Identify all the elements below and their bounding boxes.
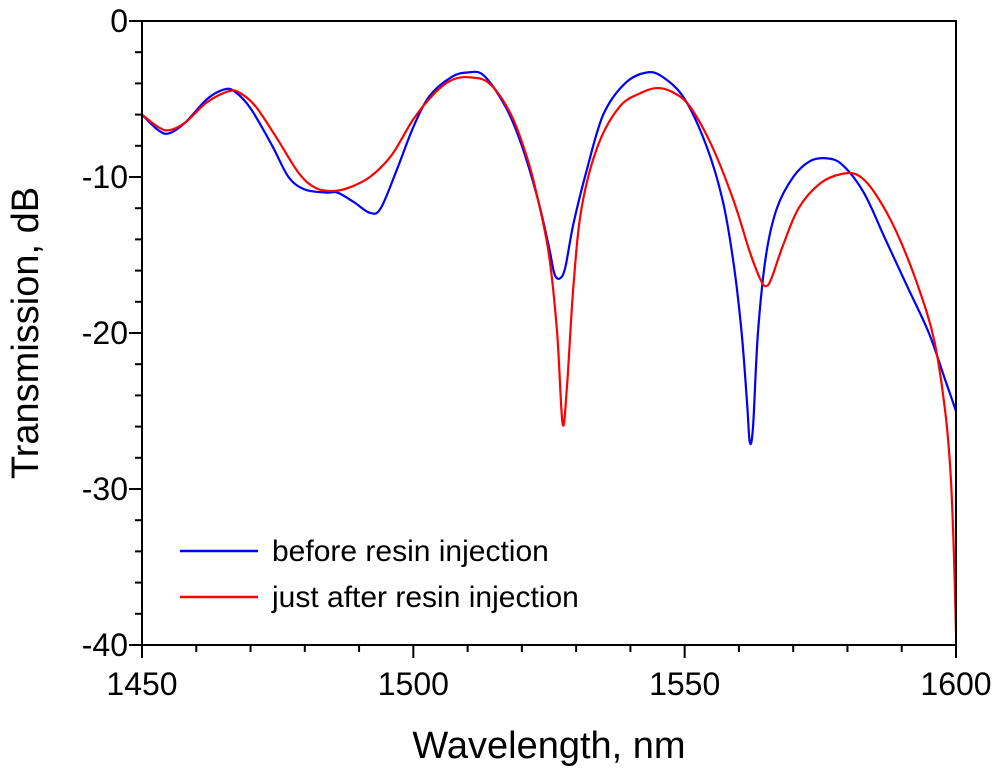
y-tick-label: 0 [110,3,128,39]
y-tick-label: -30 [82,471,128,507]
x-axis-title: Wavelength, nm [412,725,685,767]
x-tick-labels: 1450 1500 1550 1600 [106,666,991,702]
minor-ticks [135,51,903,652]
y-axis-title: Transmission, dB [5,187,47,479]
y-tick-labels: 0 -10 -20 -30 -40 [82,3,128,663]
x-tick-label: 1550 [649,666,720,702]
major-ticks [129,20,957,658]
series-layer [140,70,958,634]
legend: before resin injection just after resin i… [180,535,579,614]
x-tick-label: 1600 [920,666,991,702]
y-tick-label: -40 [82,627,128,663]
y-tick-label: -10 [82,159,128,195]
series-line-before-resin-injection [140,70,958,446]
plot-area-frame [141,20,957,646]
series-line-after-resin-injection [140,75,958,634]
x-tick-label: 1500 [378,666,449,702]
legend-label: just after resin injection [271,581,579,614]
y-tick-label: -20 [82,315,128,351]
x-tick-label: 1450 [106,666,177,702]
legend-label: before resin injection [272,535,549,568]
